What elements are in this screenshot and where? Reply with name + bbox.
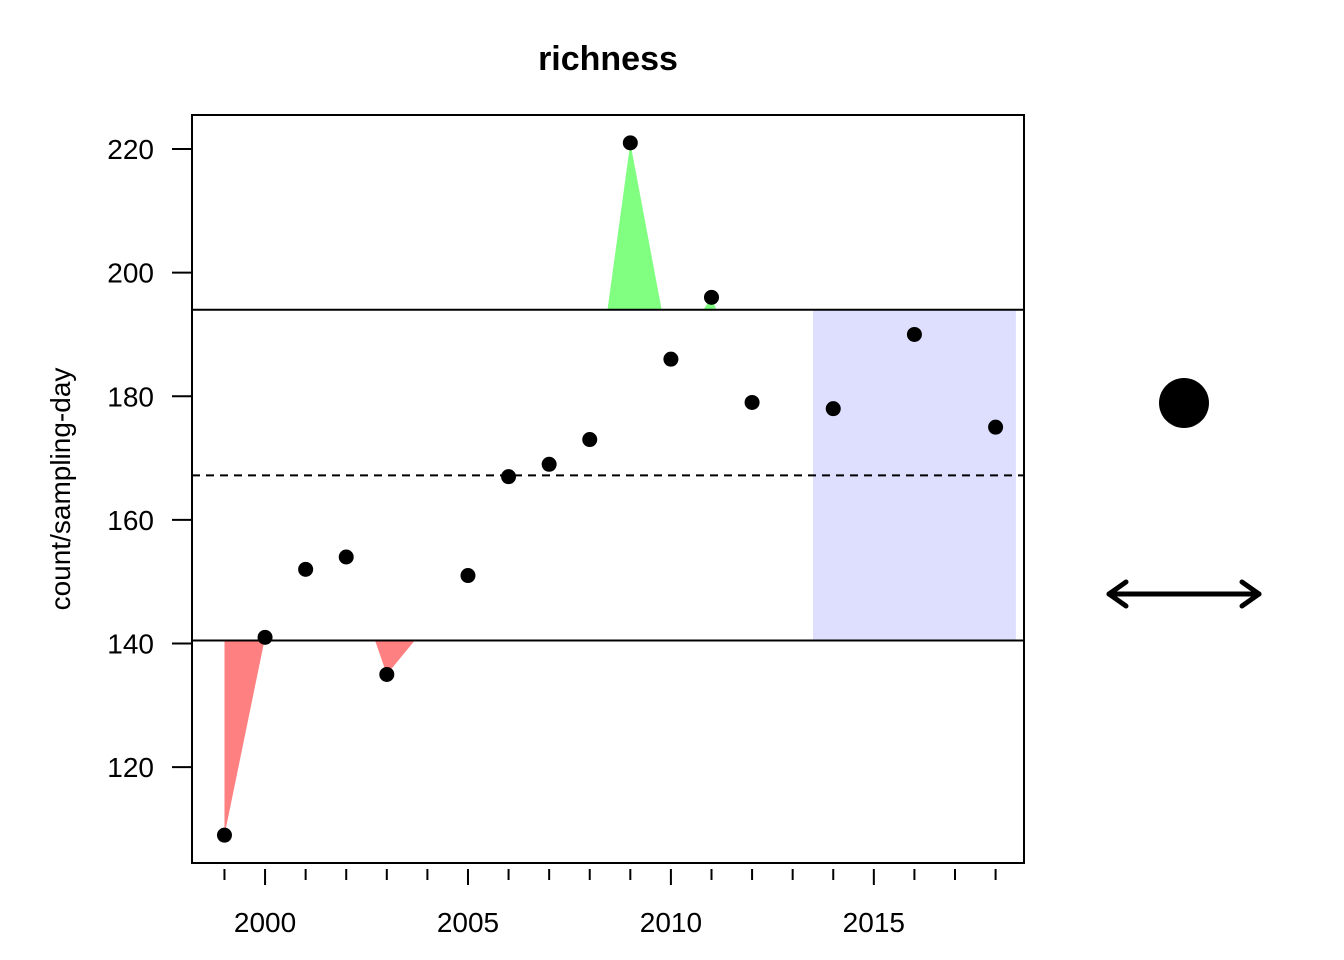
below-limit-fill xyxy=(375,640,415,675)
y-axis-label: count/sampling-day xyxy=(45,368,76,611)
data-point xyxy=(257,629,273,645)
y-tick-label: 160 xyxy=(107,505,154,536)
data-point xyxy=(460,568,476,584)
x-tick-label: 2000 xyxy=(234,907,296,938)
data-point xyxy=(582,432,598,448)
data-point xyxy=(501,469,517,485)
trend-double-arrow-icon xyxy=(1106,579,1262,609)
chart-title: richness xyxy=(538,40,678,78)
data-point xyxy=(744,394,760,410)
data-point xyxy=(703,289,719,305)
y-tick-label: 140 xyxy=(107,629,154,660)
status-filled-circle-icon xyxy=(1159,378,1209,428)
data-point xyxy=(541,456,557,472)
data-point xyxy=(825,401,841,417)
x-tick-label: 2005 xyxy=(437,907,499,938)
y-tick-label: 200 xyxy=(107,258,154,289)
y-tick-label: 220 xyxy=(107,134,154,165)
data-point xyxy=(663,351,679,367)
x-tick-label: 2015 xyxy=(843,907,905,938)
data-point xyxy=(216,827,232,843)
data-point xyxy=(298,561,314,577)
plot-area: 120 140 160 180 200 220 2000 2005 2010 2015 xyxy=(107,114,1025,938)
data-point xyxy=(906,326,922,342)
above-limit-fill xyxy=(607,142,662,310)
plot-frame xyxy=(191,114,1025,864)
below-limit-fill xyxy=(224,640,265,836)
x-tick-label: 2010 xyxy=(640,907,702,938)
y-tick-label: 180 xyxy=(107,381,154,412)
data-point xyxy=(988,419,1004,435)
data-point xyxy=(622,135,638,151)
data-point xyxy=(338,549,354,565)
indicator-panel xyxy=(1106,378,1262,609)
data-point xyxy=(379,666,395,682)
y-tick-label: 120 xyxy=(107,752,154,783)
